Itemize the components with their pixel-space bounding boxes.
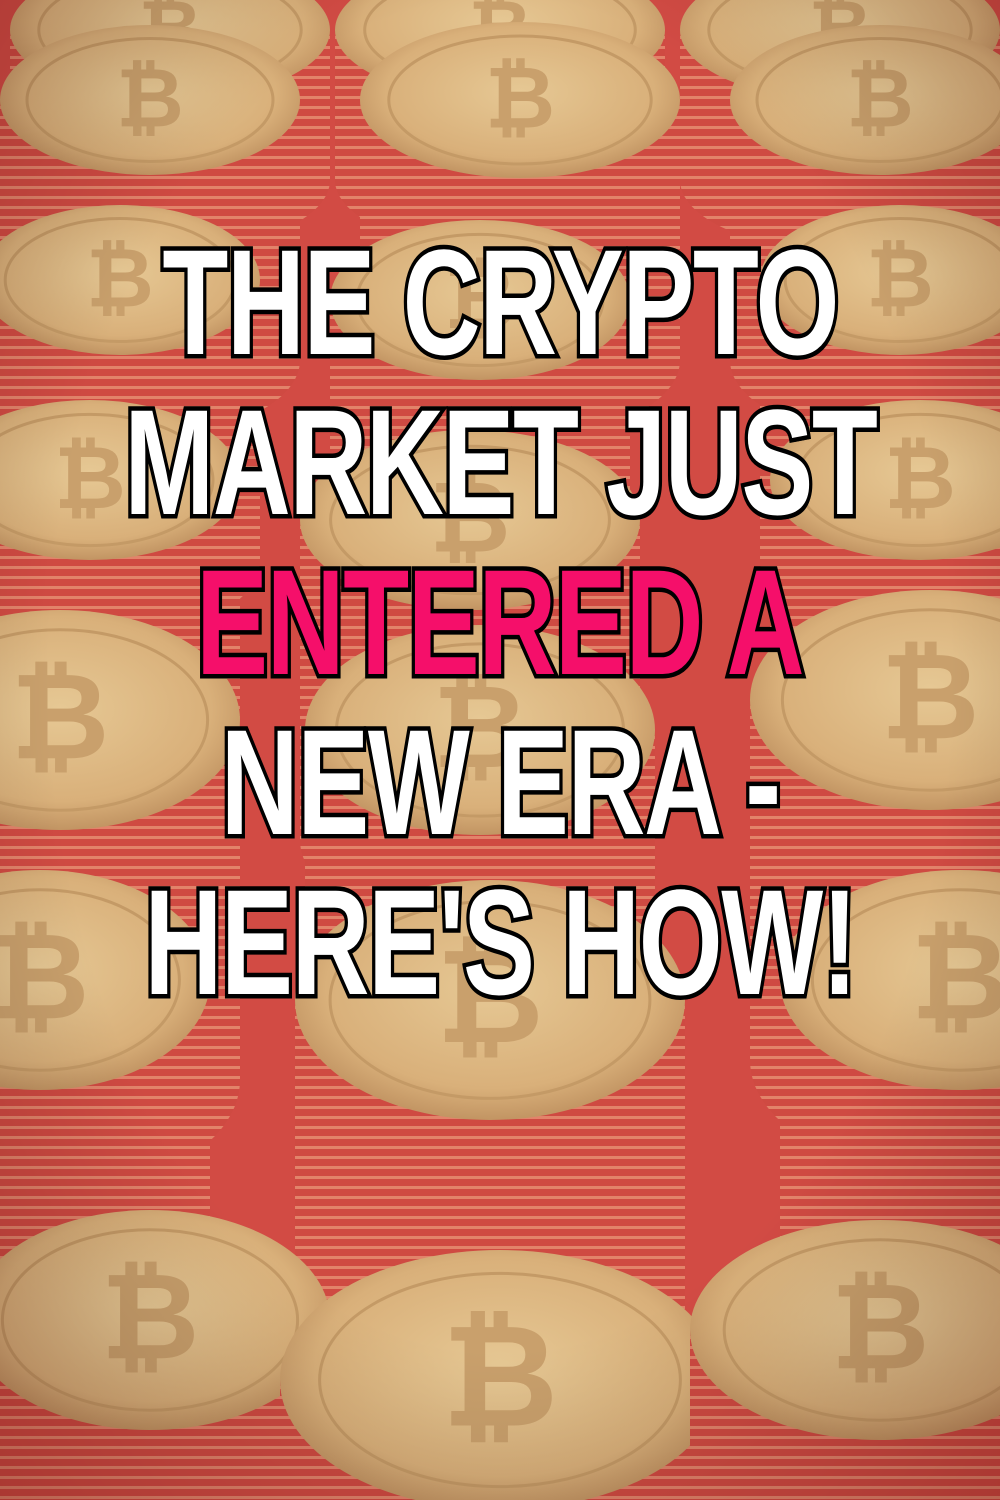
headline-line-4: NEW ERA - (217, 698, 784, 867)
headline: THE CRYPTO MARKET JUST ENTERED A NEW ERA… (0, 218, 1000, 1027)
headline-line-3-highlight: ENTERED A (193, 538, 808, 707)
headline-line-2: MARKET JUST (121, 378, 881, 547)
headline-line-5: HERE'S HOW! (141, 858, 861, 1027)
headline-line-1: THE CRYPTO (159, 218, 843, 387)
